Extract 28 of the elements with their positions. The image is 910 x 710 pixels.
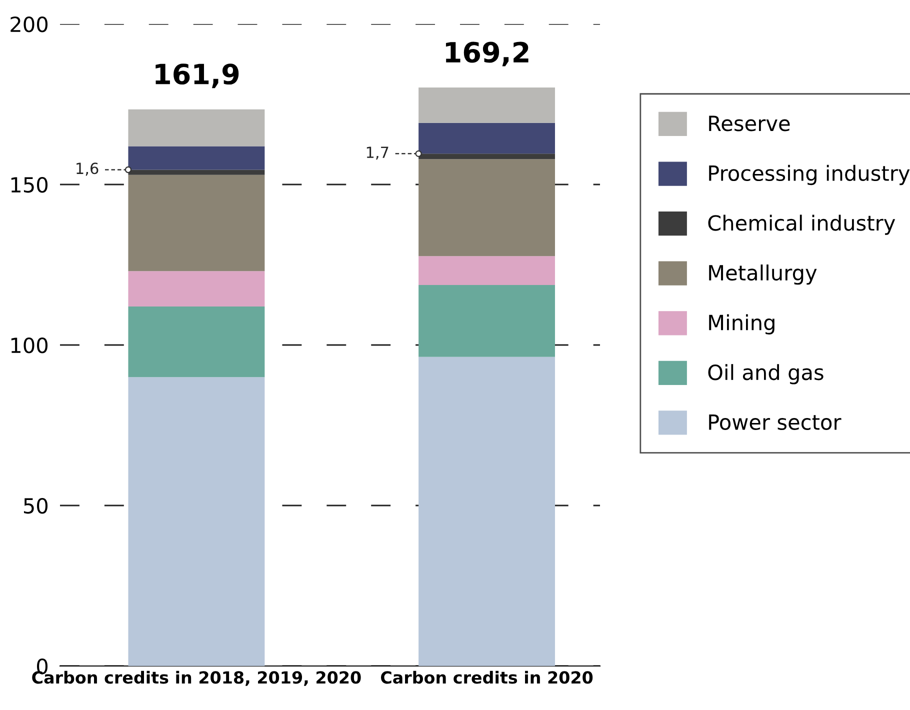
legend-label: Metallurgy — [709, 264, 817, 285]
legend-label: Power sector — [709, 414, 842, 430]
y-tick-label: 50 — [24, 498, 48, 514]
bar — [128, 174, 265, 272]
bar — [418, 284, 555, 357]
bar — [418, 256, 555, 285]
legend-label: Reserve — [709, 116, 790, 132]
bar — [418, 88, 555, 123]
bar — [128, 271, 265, 306]
data-label: 1,6 — [76, 162, 98, 176]
bar — [128, 306, 265, 378]
y-tick-label: 100 — [11, 337, 48, 354]
bar — [418, 122, 555, 154]
annotation: 161,9 — [156, 64, 239, 88]
bar — [128, 377, 265, 666]
bar — [128, 109, 265, 146]
bar — [418, 356, 555, 666]
legend-label: Mining — [709, 314, 774, 334]
data-label: 1,7 — [366, 146, 388, 160]
bar — [128, 146, 265, 170]
annotation: 169,2 — [446, 42, 528, 66]
legend-label: Oil and gas — [708, 364, 824, 384]
legend-label: Chemical industry — [708, 214, 896, 235]
bar — [418, 159, 555, 256]
legend-label: Processing industry — [709, 164, 910, 186]
x-tick-label: Carbon credits in 2020 — [380, 670, 593, 684]
y-tick-label: 150 — [11, 176, 48, 193]
y-tick-label: 200 — [10, 16, 48, 32]
